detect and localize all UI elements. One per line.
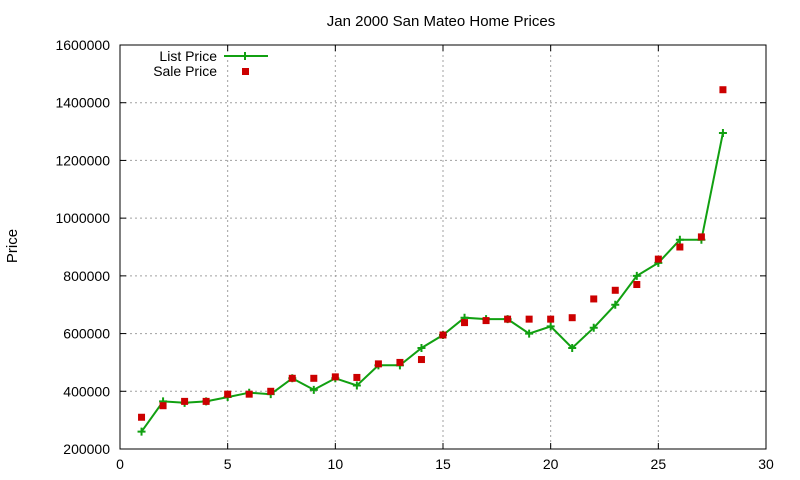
- sale-price-point: [396, 358, 404, 366]
- sale-price-point: [353, 373, 361, 381]
- x-tick-label: 30: [758, 456, 774, 472]
- sale-price-point: [159, 402, 167, 410]
- sale-price-point: [267, 387, 275, 395]
- y-tick-label: 1400000: [55, 95, 110, 111]
- sale-price-point: [697, 233, 705, 241]
- x-tick-label: 15: [435, 456, 451, 472]
- x-tick-label: 25: [651, 456, 667, 472]
- sale-price-point: [504, 315, 512, 323]
- grid-lines: [120, 45, 766, 449]
- sale-price-point: [461, 319, 469, 327]
- sale-price-point: [224, 390, 232, 398]
- y-tick-label: 1200000: [55, 152, 110, 168]
- list-price-point: [137, 427, 146, 436]
- sale-price-series: [138, 86, 727, 421]
- sale-price-point: [331, 373, 339, 381]
- sale-price-point: [611, 286, 619, 294]
- chart-title: Jan 2000 San Mateo Home Prices: [327, 13, 555, 30]
- legend: List Price Sale Price: [153, 48, 268, 79]
- y-tick-label: 1000000: [55, 210, 110, 226]
- sale-price-point: [590, 295, 598, 303]
- x-tick-label: 5: [224, 456, 232, 472]
- list-price-point: [568, 344, 577, 352]
- list-price-point: [718, 129, 727, 138]
- list-price-point: [352, 381, 361, 390]
- sale-price-point: [547, 315, 555, 323]
- sale-price-point: [568, 314, 576, 322]
- y-tick-label: 600000: [63, 326, 110, 342]
- x-tick-label: 0: [116, 456, 124, 472]
- legend-label-list-price: List Price: [159, 48, 217, 64]
- sale-price-point: [138, 413, 146, 421]
- legend-label-sale-price: Sale Price: [153, 63, 217, 79]
- sale-price-point: [719, 86, 727, 94]
- y-tick-label: 200000: [63, 441, 110, 457]
- sale-price-point: [181, 397, 189, 405]
- sale-price-point: [374, 360, 382, 368]
- x-tick-label: 20: [543, 456, 559, 472]
- list-price-point: [309, 385, 318, 394]
- list-price-point: [589, 323, 598, 332]
- list-price-line: [140, 132, 724, 433]
- sale-price-point: [417, 356, 425, 364]
- legend-marker-list-price: [241, 52, 249, 60]
- list-price-point: [675, 235, 684, 244]
- x-tick-label: 10: [328, 456, 344, 472]
- list-price-point: [632, 271, 641, 280]
- list-price-point: [525, 329, 534, 338]
- sale-price-point: [202, 397, 210, 405]
- sale-price-point: [482, 317, 490, 325]
- y-axis-label: Price: [4, 229, 21, 263]
- sale-price-point: [310, 374, 318, 382]
- list-price-point: [417, 344, 426, 352]
- sale-price-point: [439, 331, 447, 339]
- sale-price-point: [245, 390, 253, 398]
- y-tick-label: 400000: [63, 383, 110, 399]
- y-tick-label: 800000: [63, 268, 110, 284]
- y-tick-label: 1600000: [55, 37, 110, 53]
- axis-ticks: 0 5 10 15 20 25 30 200000 400000 600000 800000 1000…: [55, 37, 774, 472]
- sale-price-point: [654, 255, 662, 263]
- list-price-point: [546, 322, 555, 331]
- sale-price-point: [676, 243, 684, 251]
- sale-price-point: [525, 315, 533, 323]
- legend-marker-sale-price: [242, 68, 249, 75]
- sale-price-point: [288, 374, 296, 382]
- sale-price-point: [633, 281, 641, 289]
- list-price-point: [611, 300, 620, 309]
